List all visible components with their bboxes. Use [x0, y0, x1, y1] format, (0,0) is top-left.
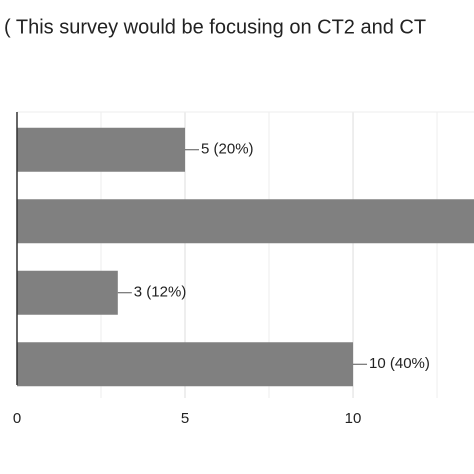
bar [17, 199, 474, 244]
value-label: 3 (12%) [134, 284, 187, 301]
value-label: 5 (20%) [201, 141, 254, 158]
bar [17, 342, 354, 387]
chart-title: ( This survey would be focusing on CT2 a… [4, 16, 426, 38]
x-tick-label: 5 [181, 410, 189, 427]
bar [17, 270, 118, 315]
x-tick-label: 0 [13, 410, 21, 427]
value-label: 10 (40%) [369, 355, 430, 372]
x-tick-label: 10 [345, 410, 362, 427]
bar [17, 127, 186, 172]
